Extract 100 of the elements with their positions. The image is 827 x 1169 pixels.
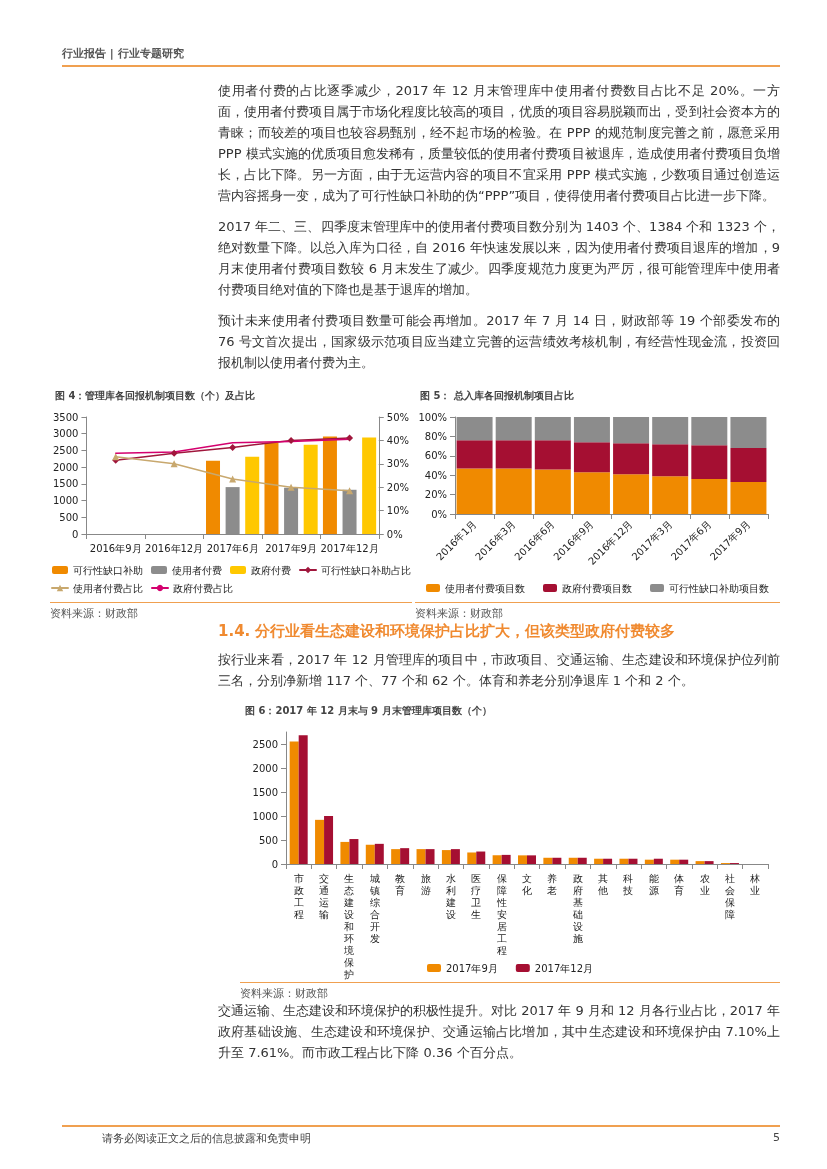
legend-label: 可行性缺口补助项目数	[669, 582, 769, 594]
bar	[349, 839, 359, 864]
bar	[652, 476, 689, 514]
x-tick-label: 教育	[395, 872, 406, 896]
bar	[573, 472, 610, 514]
bar	[730, 448, 767, 482]
bar	[518, 855, 527, 864]
bar	[206, 460, 221, 534]
bar	[303, 444, 318, 534]
x-tick-label: 林业	[749, 872, 761, 896]
bar	[552, 857, 562, 864]
category-label: 生态建设和环境保护	[344, 872, 355, 980]
text: 资料来源：财政部	[50, 602, 412, 621]
bar	[613, 443, 650, 475]
y-tick-label: 2000	[53, 461, 79, 473]
bar	[573, 417, 610, 443]
y2-tick-label: 40%	[386, 434, 410, 446]
legend-label: 使用者付费占比	[73, 582, 143, 594]
bar	[534, 440, 571, 470]
bar	[679, 859, 689, 864]
text: 请务必阅读正文之后的信息披露和免责申明	[101, 1131, 311, 1146]
x-tick-label: 农业	[699, 872, 710, 896]
x-tick-label: 社会保障	[724, 872, 735, 920]
chart-title: 图 5： 总入库各回报机制项目占比	[420, 389, 574, 401]
bar	[362, 437, 377, 534]
bar	[324, 816, 334, 864]
x-tick-label: 市政工程	[293, 872, 304, 920]
x-tick-label: 科技	[622, 872, 634, 896]
bar	[619, 858, 629, 864]
bar	[416, 849, 426, 864]
y-tick-label: 3500	[53, 411, 79, 423]
y-tick-label: 1000	[53, 495, 79, 507]
y-tick-label: 100%	[418, 411, 447, 423]
bar	[492, 855, 502, 864]
legend-label: 政府付费占比	[173, 582, 233, 594]
bar	[573, 442, 610, 473]
point	[229, 475, 237, 483]
text: 5	[773, 1131, 780, 1146]
bar	[670, 859, 680, 864]
point	[346, 434, 354, 442]
y-tick-label: 20%	[424, 489, 447, 501]
bar	[495, 468, 532, 514]
text: 资料来源：财政部	[415, 602, 780, 621]
x-tick-label: 体育	[674, 872, 685, 896]
bar	[527, 855, 536, 864]
point	[170, 449, 178, 457]
x-tick-label: 2017年6月	[206, 542, 259, 554]
x-tick-label: 保障性安居工程	[495, 872, 507, 956]
bar	[289, 741, 299, 864]
bar	[400, 848, 410, 864]
bar	[322, 436, 337, 534]
text: 资料来源：财政部	[240, 982, 780, 1001]
y-tick-label: 40%	[424, 469, 447, 481]
bar	[245, 456, 260, 534]
y-tick-label: 500	[59, 511, 79, 523]
point	[346, 487, 354, 495]
text: 2017 年二、三、四季度末管理库中的使用者付费项目数分别为 1403 个、1384 个和 1323 个，绝对数量下降。以总入库为口径，自 2016 年快速发展以来，因为使用者付费项目退库的增加，9 月末使用者付费项目数较 6 月末发生了减少。四季度规范力度更为严厉，很可能管理库中使用者付费项目绝对值的下降也是基于退库的增加。	[218, 218, 780, 299]
bar	[495, 417, 532, 441]
x-tick-label: 养老	[547, 872, 558, 896]
bar	[534, 469, 571, 514]
bar	[691, 417, 728, 446]
bar	[543, 857, 553, 864]
x-tick-label: 2017年9月	[265, 542, 317, 554]
y-tick-label: 1500	[252, 786, 278, 798]
bar	[652, 444, 689, 477]
x-tick-label: 交通运输	[319, 872, 330, 920]
bar	[501, 854, 511, 864]
y-tick-label: 1000	[252, 810, 278, 822]
bar	[691, 479, 728, 514]
legend-label: 可行性缺口补助	[73, 564, 143, 576]
bar	[456, 468, 493, 514]
y-tick-label: 0	[271, 858, 278, 870]
y2-tick-label: 10%	[386, 505, 410, 517]
bar	[456, 440, 493, 469]
y-tick-label: 80%	[424, 430, 447, 442]
legend-label: 2017年12月	[534, 962, 594, 974]
bar	[374, 843, 384, 864]
x-tick-label: 政府基础设施	[571, 872, 583, 944]
bar	[644, 859, 654, 864]
text: 预计未来使用者付费项目数量可能会再增加。2017 年 7 月 14 日，财政部等 19 个部委发布的 76 号文首次提出，国家级示范项目应当建立完善的运营绩效考核机制，有经营性现金流，投资回报机制以使用者付费为主。	[218, 312, 780, 372]
x-tick-label: 城镇综合开发	[368, 872, 380, 944]
bar	[391, 849, 401, 864]
bar	[298, 735, 308, 864]
y-tick-label: 500	[258, 834, 278, 846]
bar	[476, 851, 486, 864]
x-tick-label: 文化	[522, 872, 532, 896]
x-tick-label: 水利建设	[444, 872, 456, 920]
legend-label: 政府付费	[251, 564, 291, 576]
y-tick-label: 0%	[431, 508, 447, 520]
bar	[365, 844, 375, 864]
bar	[425, 849, 435, 864]
y2-tick-label: 30%	[386, 458, 410, 470]
bar	[730, 481, 767, 514]
point	[287, 436, 295, 444]
y-tick-label: 0	[72, 528, 79, 540]
bar	[450, 849, 460, 864]
y2-tick-label: 50%	[386, 411, 410, 423]
bar	[628, 858, 638, 864]
legend-label: 使用者付费项目数	[445, 582, 525, 594]
text: 1.4. 分行业看生态建设和环境保护占比扩大，但该类型政府付费较多	[218, 622, 677, 641]
